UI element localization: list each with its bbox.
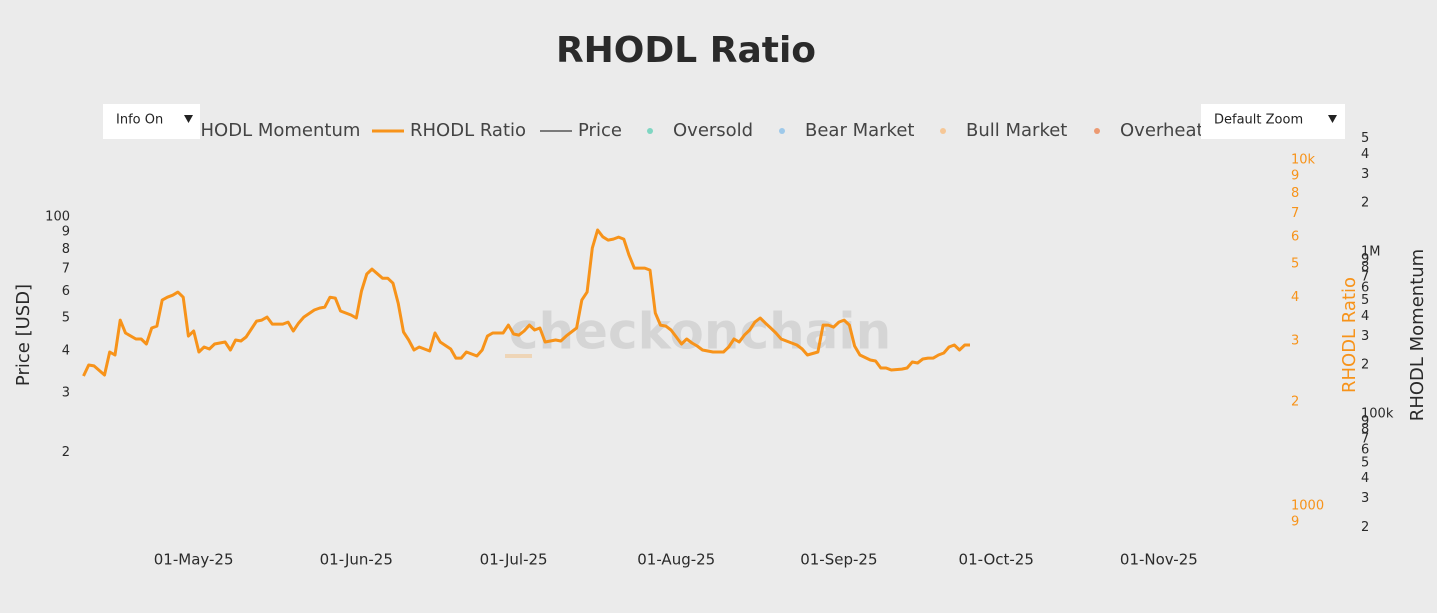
y3-tick-label: 3: [1361, 167, 1369, 182]
y3-tick-label: 5: [1361, 293, 1369, 308]
y2-tick-label: 9: [1291, 514, 1299, 529]
x-tick-label: 01-Oct-25: [959, 551, 1034, 569]
y2-tick-label: 3: [1291, 333, 1299, 348]
series-line: [82, 228, 970, 377]
y3-tick-label: 1M: [1361, 244, 1381, 259]
chart-title: RHODL Ratio: [556, 30, 816, 71]
y3-tick-label: 3: [1361, 491, 1369, 506]
x-tick-label: 01-Sep-25: [800, 551, 877, 569]
zoom-button[interactable]: Default Zoom: [1201, 104, 1345, 139]
info-button-label[interactable]: Info On: [116, 113, 163, 128]
y-tick-label: 7: [62, 261, 70, 276]
y3-axis-title: RHODL Momentum: [1407, 249, 1428, 421]
y3-tick-label: 6: [1361, 442, 1369, 457]
y2-tick-label: 5: [1291, 257, 1299, 272]
x-tick-label: 01-Jun-25: [320, 551, 393, 569]
legend-label: Oversold: [673, 120, 753, 141]
y2-tick-label: 1000: [1291, 498, 1324, 513]
y3-tick-label: 3: [1361, 329, 1369, 344]
y3-tick-label: 2: [1361, 520, 1369, 535]
y-tick-label: 3: [62, 385, 70, 400]
y2-tick-label: 6: [1291, 229, 1299, 244]
watermark: checkonchain: [509, 303, 891, 361]
y3-tick-label: 5: [1361, 455, 1369, 470]
dropdown-arrow[interactable]: [184, 115, 193, 123]
y3-tick-label: 4: [1361, 471, 1369, 486]
y3-tick-label: 4: [1361, 309, 1369, 324]
dropdown-arrow[interactable]: [1328, 115, 1337, 123]
info-button[interactable]: Info On: [103, 104, 200, 139]
y-tick-label: 4: [62, 343, 70, 358]
zoom-button-label[interactable]: Default Zoom: [1214, 113, 1303, 128]
y-tick-label: 8: [62, 242, 70, 257]
x-tick-label: 01-Nov-25: [1120, 551, 1198, 569]
y3-tick-label: 8: [1361, 260, 1369, 275]
y2-tick-label: 8: [1291, 186, 1299, 201]
y2-tick-label: 4: [1291, 290, 1299, 305]
legend-label: RHODL Ratio: [410, 120, 526, 141]
y-axis-title: Price [USD]: [13, 284, 34, 386]
zoom-button-box[interactable]: [1201, 104, 1345, 139]
legend-label: RHODL Momentum: [188, 120, 360, 141]
y3-tick-label: 8: [1361, 422, 1369, 437]
legend-marker: [647, 128, 653, 134]
y-tick-label: 6: [62, 284, 70, 299]
x-tick-label: 01-Jul-25: [480, 551, 548, 569]
y2-tick-label: 2: [1291, 394, 1299, 409]
legend-label: Bull Market: [966, 120, 1067, 141]
y-tick-label: 100: [45, 209, 70, 224]
x-tick-label: 01-May-25: [154, 551, 234, 569]
legend-marker: [940, 128, 946, 134]
watermark-logo: [505, 354, 532, 358]
y3-tick-label: 2: [1361, 196, 1369, 211]
y2-tick-label: 9: [1291, 168, 1299, 183]
y3-tick-label: 9: [1361, 252, 1369, 267]
y-tick-label: 2: [62, 445, 70, 460]
y3-tick-label: 6: [1361, 280, 1369, 295]
y3-tick-label: 5: [1361, 131, 1369, 146]
legend-label: Overheated: [1120, 120, 1226, 141]
legend-marker: [779, 128, 785, 134]
y-tick-label: 9: [62, 225, 70, 240]
legend-marker: [1094, 128, 1100, 134]
y3-tick-label: 7: [1361, 269, 1369, 284]
x-tick-label: 01-Aug-25: [637, 551, 715, 569]
info-button-box[interactable]: [103, 104, 200, 139]
y3-tick-label: 2: [1361, 358, 1369, 373]
legend-label: Price: [578, 120, 622, 141]
y2-tick-label: 7: [1291, 206, 1299, 221]
legend-label: Bear Market: [805, 120, 914, 141]
y2-axis-title: RHODL Ratio: [1339, 277, 1360, 393]
y-tick-label: 5: [62, 311, 70, 326]
y3-tick-label: 9: [1361, 414, 1369, 429]
y2-tick-label: 10k: [1291, 153, 1316, 168]
y3-tick-label: 4: [1361, 147, 1369, 162]
y3-tick-label: 7: [1361, 432, 1369, 447]
y3-tick-label: 100k: [1361, 406, 1394, 421]
plot-layer: 01-May-25 01-Jun-25 01-Jul-25 01-Aug-25 01-S…: [45, 120, 1394, 569]
